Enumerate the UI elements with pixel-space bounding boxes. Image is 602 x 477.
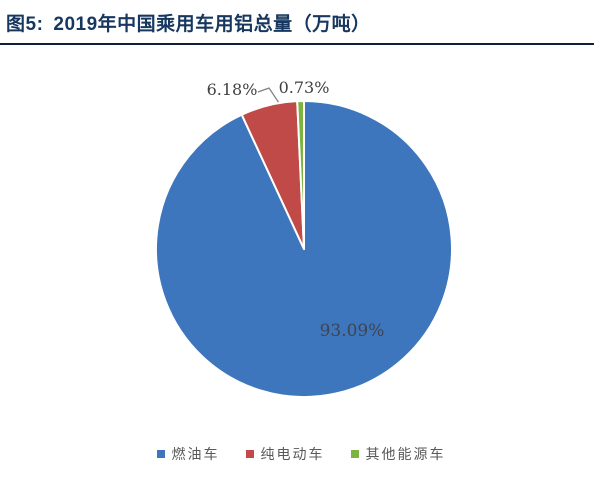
figure-number: 图5: <box>6 14 44 35</box>
chart-legend: 燃油车 纯电动车 其他能源车 <box>0 444 602 464</box>
figure-header: 图5: 2019年中国乘用车用铝总量（万吨） <box>0 0 594 45</box>
percent-label-pure-ev: 6.18% <box>207 80 258 99</box>
percent-label-fuel-vehicles: 93.09% <box>320 321 385 341</box>
leader-line <box>257 87 280 104</box>
legend-label-pure-ev: 纯电动车 <box>260 447 325 463</box>
legend-label-other-energy: 其他能源车 <box>365 447 446 463</box>
pie-slices <box>155 100 453 398</box>
legend-swatch-pure-ev <box>245 450 254 458</box>
pie-slice-other-energy <box>296 100 305 250</box>
legend-item-other-energy: 其他能源车 <box>350 444 446 464</box>
legend-item-fuel-vehicles: 燃油车 <box>156 444 220 464</box>
legend-label-fuel-vehicles: 燃油车 <box>171 447 220 463</box>
percent-label-other-energy: 0.73% <box>279 78 330 97</box>
legend-swatch-fuel-vehicles <box>156 450 165 458</box>
legend-item-pure-ev: 纯电动车 <box>245 444 325 464</box>
figure-title: 2019年中国乘用车用铝总量（万吨） <box>53 14 371 35</box>
legend-swatch-other-energy <box>350 450 359 458</box>
